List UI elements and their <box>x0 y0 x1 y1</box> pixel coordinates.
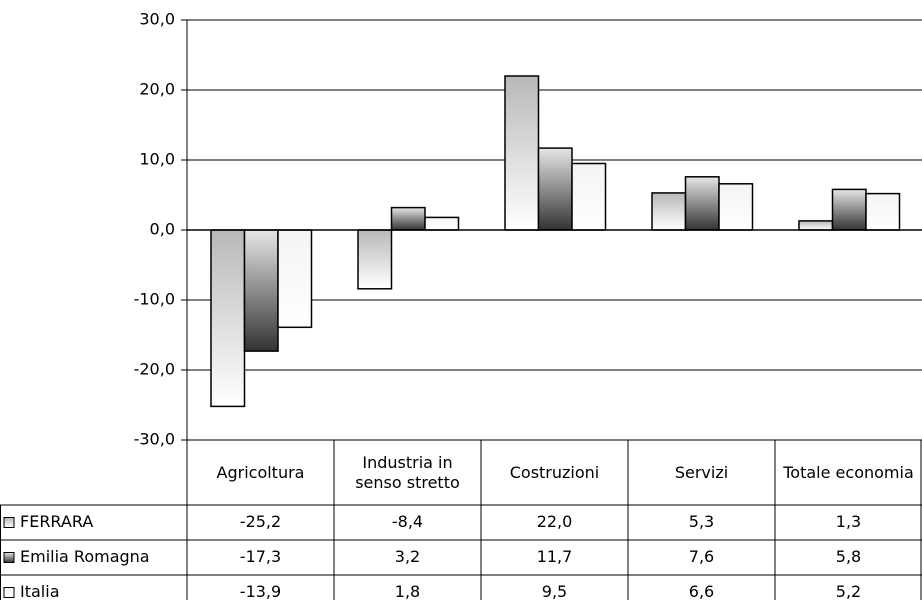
y-tick-label: 30,0 <box>139 10 175 29</box>
y-tick-label: -30,0 <box>134 430 175 449</box>
data-label: 3,2 <box>395 547 420 566</box>
data-label: 1,8 <box>395 582 420 600</box>
category-label: Agricoltura <box>216 462 305 482</box>
legend-marker <box>3 517 15 528</box>
category-label: Totale economia <box>783 462 914 482</box>
legend-label: FERRARA <box>20 512 93 531</box>
bar <box>798 220 834 231</box>
data-label: 22,0 <box>537 512 573 531</box>
bar <box>357 229 393 290</box>
data-label: -8,4 <box>392 512 423 531</box>
data-label: 1,3 <box>836 512 861 531</box>
category-label: Industria in senso stretto <box>355 452 460 492</box>
y-tick-label: -10,0 <box>134 290 175 309</box>
y-tick-label: 20,0 <box>139 80 175 99</box>
bar <box>424 216 460 231</box>
data-label: 11,7 <box>537 547 573 566</box>
legend-label: Emilia Romagna <box>20 547 150 566</box>
legend-marker <box>3 552 15 563</box>
y-tick-label: -20,0 <box>134 360 175 379</box>
data-label: -25,2 <box>240 512 281 531</box>
bar <box>571 162 607 231</box>
data-label: 7,6 <box>689 547 714 566</box>
bar <box>537 147 573 231</box>
bar <box>390 206 426 231</box>
data-label: 5,3 <box>689 512 714 531</box>
y-tick-label: 0,0 <box>150 220 175 239</box>
category-label: Servizi <box>674 462 729 482</box>
bar <box>718 183 754 231</box>
bar <box>684 176 720 231</box>
data-label: 5,8 <box>836 547 861 566</box>
data-label: 6,6 <box>689 582 714 600</box>
bar <box>865 192 901 231</box>
bar <box>210 229 246 408</box>
data-label: -13,9 <box>240 582 281 600</box>
legend-label: Italia <box>20 582 60 600</box>
legend-marker <box>3 587 15 598</box>
category-label: Costruzioni <box>509 462 600 482</box>
y-tick-label: 10,0 <box>139 150 175 169</box>
bar <box>504 75 540 231</box>
bar <box>243 229 279 352</box>
data-label: 5,2 <box>836 582 861 600</box>
data-label: -17,3 <box>240 547 281 566</box>
bar <box>277 229 313 329</box>
data-label: 9,5 <box>542 582 567 600</box>
bar <box>651 192 687 231</box>
bar <box>831 188 867 231</box>
